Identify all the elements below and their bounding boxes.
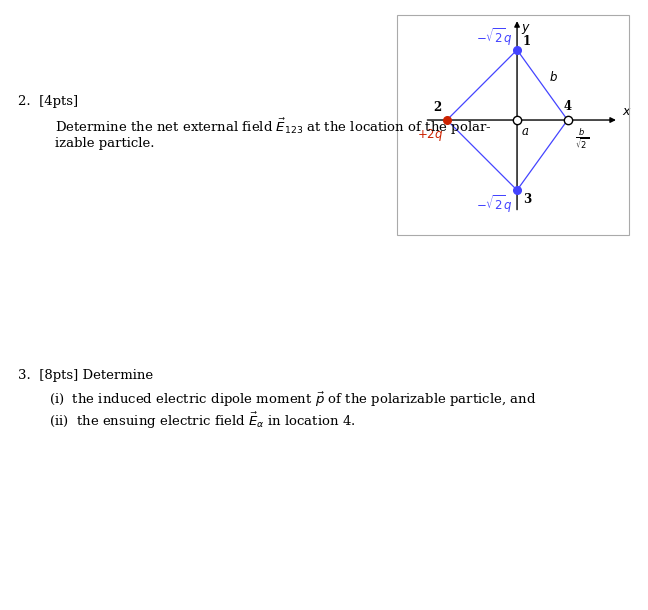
Text: (ii)  the ensuing electric field $\vec{E}_{\alpha}$ in location 4.: (ii) the ensuing electric field $\vec{E}…	[49, 411, 355, 431]
Text: 3: 3	[523, 193, 531, 206]
Text: 3.  [8pts] Determine: 3. [8pts] Determine	[18, 369, 154, 382]
Text: a: a	[522, 125, 529, 138]
Text: $y$: $y$	[521, 22, 531, 36]
Text: 2.  [4pts]: 2. [4pts]	[18, 95, 78, 107]
Text: $+2q$: $+2q$	[417, 127, 443, 143]
Text: Determine the net external field $\vec{E}_{123}$ at the location of the polar-: Determine the net external field $\vec{E…	[55, 117, 492, 137]
Text: izable particle.: izable particle.	[55, 137, 155, 150]
Text: 2: 2	[433, 101, 441, 115]
Text: $\frac{b}{\sqrt{2}}$: $\frac{b}{\sqrt{2}}$	[575, 127, 588, 151]
Text: 1: 1	[523, 35, 531, 48]
Text: 4: 4	[563, 100, 572, 113]
Text: $-\sqrt{2}q$: $-\sqrt{2}q$	[476, 27, 512, 48]
Text: (i)  the induced electric dipole moment $\vec{p}$ of the polarizable particle, a: (i) the induced electric dipole moment $…	[49, 390, 536, 409]
Text: $-\sqrt{2}q$: $-\sqrt{2}q$	[476, 193, 512, 215]
Text: $b$: $b$	[550, 70, 558, 84]
Text: $x$: $x$	[621, 105, 631, 118]
